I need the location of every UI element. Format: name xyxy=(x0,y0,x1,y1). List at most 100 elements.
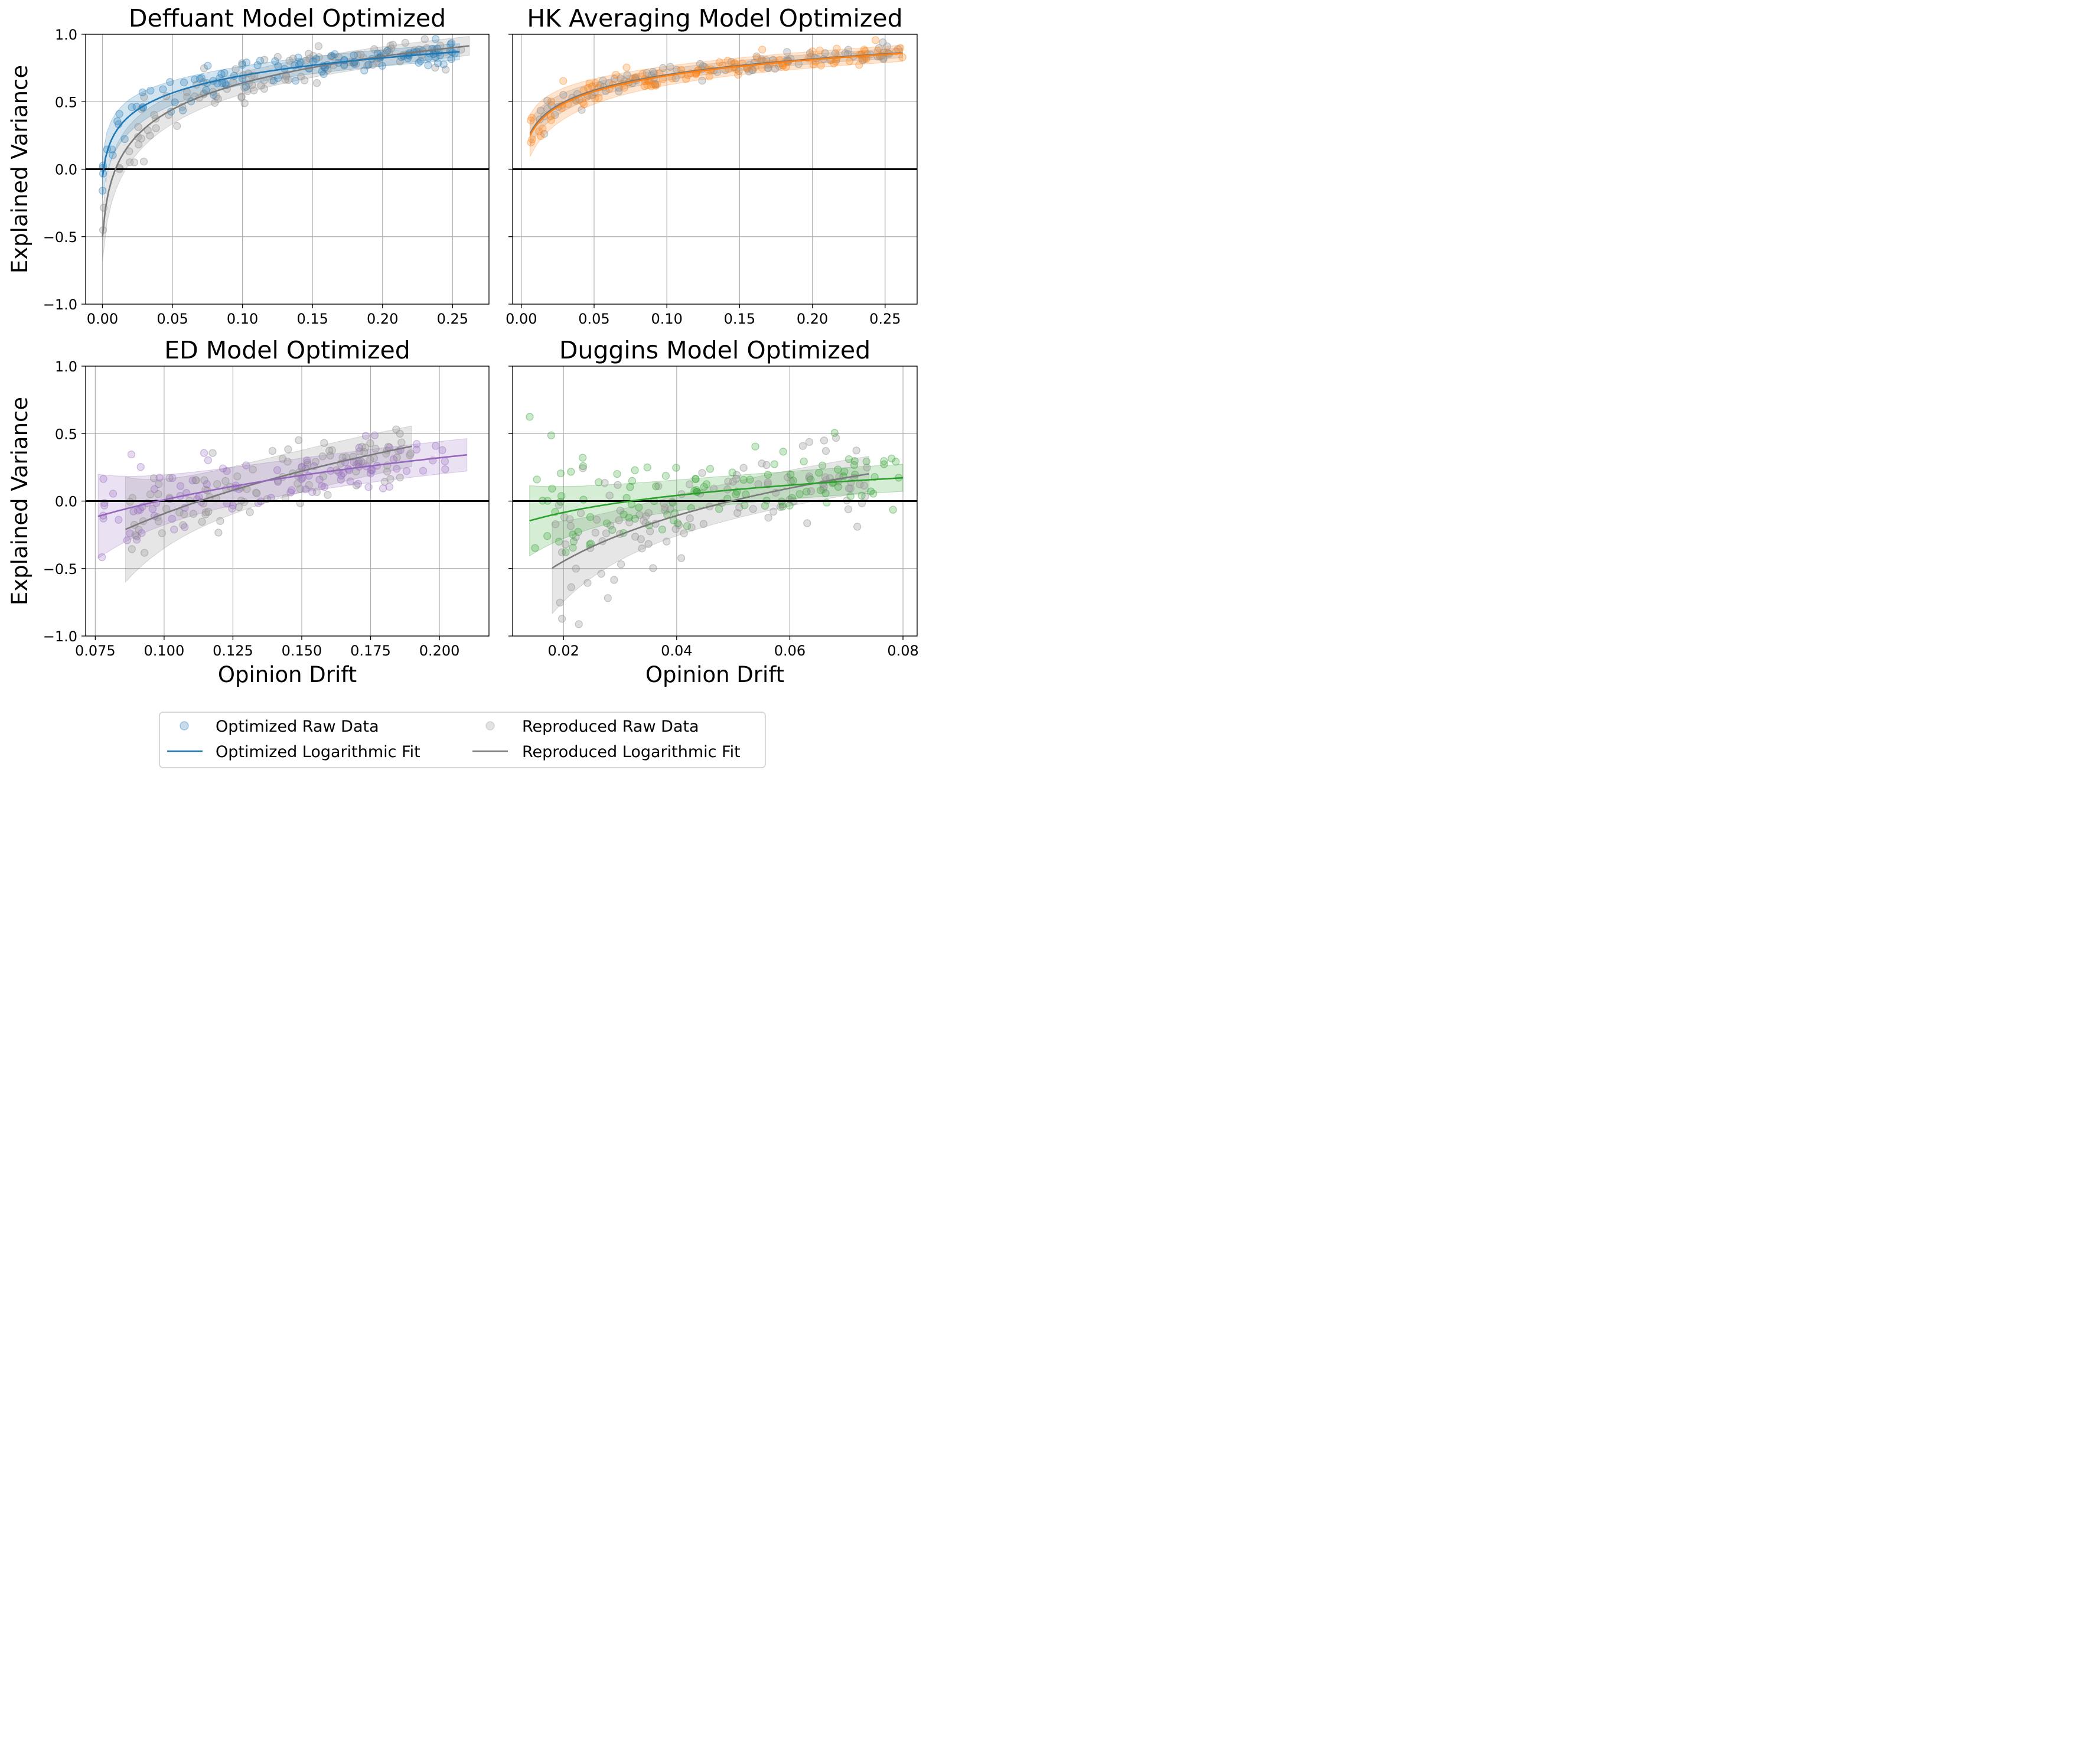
y-tick-label: 0.0 xyxy=(55,162,77,178)
optimized-raw-point xyxy=(273,466,282,474)
optimized-raw-point xyxy=(873,47,882,55)
reproduced-raw-point xyxy=(853,523,862,531)
optimized-raw-point xyxy=(830,429,839,437)
y-tick-label: 1.0 xyxy=(55,27,77,43)
optimized-raw-point xyxy=(764,471,772,479)
reproduced-raw-point xyxy=(846,484,855,493)
optimized-raw-point xyxy=(640,82,649,90)
y-tick-label: 1.0 xyxy=(55,358,77,375)
optimized-raw-point xyxy=(107,145,116,154)
optimized-raw-point xyxy=(732,490,740,498)
reproduced-raw-point xyxy=(764,64,772,72)
y-tick-label: −0.5 xyxy=(43,561,77,578)
reproduced-raw-point xyxy=(861,493,869,501)
optimized-raw-point xyxy=(728,468,736,477)
optimized-raw-point xyxy=(625,513,633,522)
reproduced-raw-point xyxy=(243,87,252,96)
optimized-raw-point xyxy=(700,482,708,491)
optimized-raw-point xyxy=(889,506,897,514)
optimized-raw-point xyxy=(415,58,423,67)
reproduced-raw-point xyxy=(784,473,792,482)
reproduced-raw-point xyxy=(727,58,736,66)
reproduced-raw-point xyxy=(311,458,320,466)
x-tick-label: 0.04 xyxy=(661,643,692,659)
optimized-raw-point xyxy=(200,449,208,457)
reproduced-raw-point xyxy=(879,55,888,63)
optimized-raw-point xyxy=(99,187,107,195)
optimized-raw-point xyxy=(569,530,577,539)
optimized-raw-point xyxy=(150,485,159,493)
reproduced-raw-point xyxy=(314,42,323,50)
optimized-raw-point xyxy=(705,72,713,81)
optimized-raw-point xyxy=(770,460,778,468)
x-tick-label: 0.25 xyxy=(869,311,901,327)
optimized-raw-point xyxy=(807,475,815,484)
x-tick-label: 0.15 xyxy=(296,311,328,327)
reproduced-raw-point xyxy=(642,512,650,520)
optimized-raw-point xyxy=(127,450,136,459)
reproduced-raw-point xyxy=(302,57,310,65)
optimized-raw-point xyxy=(133,506,142,515)
reproduced-raw-point xyxy=(131,531,140,539)
reproduced-raw-point xyxy=(139,157,148,166)
optimized-raw-point xyxy=(809,60,818,69)
optimized-fit-line xyxy=(529,477,904,522)
reproduced-raw-point xyxy=(698,469,706,477)
reproduced-raw-point xyxy=(699,520,708,528)
reproduced-raw-point xyxy=(764,478,772,487)
optimized-raw-point xyxy=(585,79,594,87)
reproduced-raw-point xyxy=(305,481,313,490)
optimized-raw-point xyxy=(197,74,206,82)
optimized-raw-point xyxy=(128,103,136,112)
reproduced-raw-point xyxy=(154,490,162,498)
reproduced-raw-point xyxy=(325,446,334,455)
reproduced-raw-point xyxy=(211,99,219,107)
optimized-raw-point xyxy=(569,543,577,552)
optimized-raw-point xyxy=(354,458,363,466)
reproduced-raw-point xyxy=(214,94,222,103)
reproduced-raw-point xyxy=(597,569,605,578)
optimized-raw-point xyxy=(402,467,411,475)
reproduced-raw-point xyxy=(295,436,303,445)
reproduced-raw-point xyxy=(393,454,401,462)
optimized-raw-point xyxy=(331,50,339,58)
reproduced-raw-point xyxy=(320,439,328,447)
plot-area xyxy=(513,413,917,628)
optimized-raw-point xyxy=(753,54,761,63)
optimized-raw-point xyxy=(315,475,324,484)
optimized-raw-point xyxy=(204,61,212,70)
optimized-raw-point xyxy=(526,413,534,421)
reproduced-raw-point xyxy=(202,508,210,517)
optimized-raw-point xyxy=(741,501,749,510)
legend-reproduced-fit-label: Reproduced Logarithmic Fit xyxy=(522,743,741,761)
optimized-raw-point xyxy=(424,61,432,70)
reproduced-raw-point xyxy=(610,74,619,83)
reproduced-raw-point xyxy=(386,41,394,50)
reproduced-raw-point xyxy=(133,532,141,540)
optimized-raw-point xyxy=(808,47,817,56)
optimized-raw-point xyxy=(238,61,246,69)
x-tick-label: 0.10 xyxy=(227,311,258,327)
reproduced-raw-point xyxy=(567,583,575,592)
optimized-raw-point xyxy=(830,59,838,68)
reproduced-raw-point xyxy=(406,451,414,459)
reproduced-raw-point xyxy=(233,472,242,481)
reproduced-raw-point xyxy=(246,508,254,516)
optimized-raw-point xyxy=(170,526,178,534)
reproduced-raw-point xyxy=(192,476,200,484)
reproduced-raw-point xyxy=(663,537,671,546)
optimized-raw-point xyxy=(221,79,230,88)
optimized-raw-point xyxy=(702,480,711,488)
reproduced-raw-point xyxy=(146,490,155,498)
y-tick-label: 0.5 xyxy=(55,94,77,110)
reproduced-raw-point xyxy=(134,140,143,149)
plot-area xyxy=(86,35,489,262)
reproduced-raw-point xyxy=(312,488,321,497)
reproduced-raw-point xyxy=(216,517,224,525)
reproduced-raw-point xyxy=(644,540,653,548)
optimized-raw-point xyxy=(113,117,122,125)
legend-optimized-raw-label: Optimized Raw Data xyxy=(216,718,379,736)
optimized-raw-point xyxy=(692,475,700,483)
optimized-raw-point xyxy=(253,61,262,69)
panel-hk-averaging: 0.00 0.05 0.10 0.15 0.20 0.25 HK Averaging Mod… xyxy=(506,4,918,327)
